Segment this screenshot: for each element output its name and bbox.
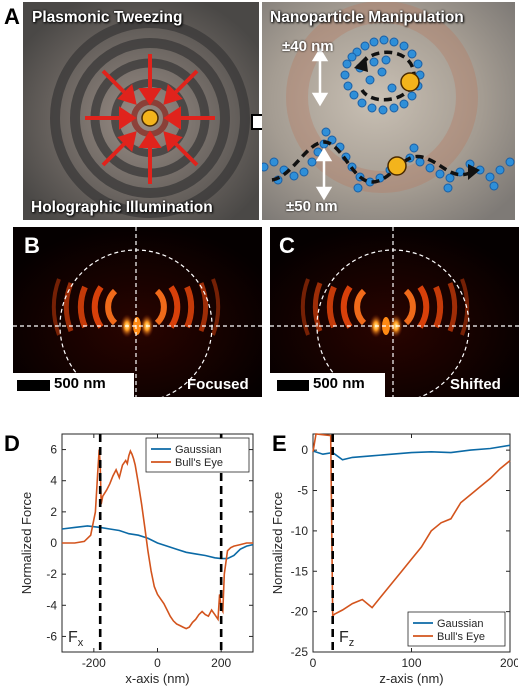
chart-d-force-x: 6 4 2 0 -2 -4 -6 -200 0 200 x-axis (nm) Normalized … bbox=[19, 433, 254, 686]
y-tick-label: -6 bbox=[46, 629, 57, 643]
plasmonic-tweezing-image: Plasmonic Tweezing Holographic Illuminat… bbox=[23, 2, 259, 220]
legend-entry: Gaussian bbox=[175, 444, 221, 456]
shifted-label: Shifted bbox=[450, 376, 501, 393]
bulls-eye-illustration bbox=[23, 2, 259, 220]
legend-entry: Gaussian bbox=[437, 618, 483, 630]
range-top-label: ±40 nm bbox=[282, 38, 334, 55]
series-line-bull-s-eye bbox=[62, 449, 253, 630]
legend-box bbox=[145, 437, 250, 473]
x-tick-label: 200 bbox=[500, 656, 518, 670]
holographic-illumination-caption: Holographic Illumination bbox=[31, 199, 213, 216]
x-tick-label: 0 bbox=[310, 656, 317, 670]
panel-letter-c: C bbox=[279, 233, 295, 258]
y-axis-label: Normalized Force bbox=[19, 492, 34, 595]
panel-a: A bbox=[0, 0, 519, 222]
y-tick-label: 4 bbox=[50, 474, 57, 488]
y-tick-label: -5 bbox=[297, 484, 308, 498]
force-annotation: Fz bbox=[339, 629, 354, 649]
x-tick-label: -200 bbox=[82, 656, 106, 670]
scale-bar bbox=[277, 380, 309, 391]
x-tick-label: 200 bbox=[211, 656, 231, 670]
panel-b-field-map: 500 nm Focused bbox=[13, 227, 262, 397]
polymer-chain-illustration bbox=[262, 2, 515, 220]
panel-c-field-map: 500 nm Shifted bbox=[270, 227, 519, 397]
plasmonic-tweezing-title: Plasmonic Tweezing bbox=[32, 9, 183, 26]
y-tick-label: -2 bbox=[46, 567, 57, 581]
panel-letter-d: D bbox=[4, 431, 20, 456]
x-axis-label: x-axis (nm) bbox=[125, 671, 189, 686]
panel-letter-a: A bbox=[4, 4, 20, 29]
panel-letter-e: E bbox=[272, 431, 287, 456]
y-tick-label: -15 bbox=[291, 564, 309, 578]
focused-field-pattern bbox=[13, 227, 262, 397]
legend-entry: Bull's Eye bbox=[437, 631, 485, 643]
scale-bar-label: 500 nm bbox=[313, 375, 365, 392]
series-line-gaussian bbox=[61, 525, 254, 560]
y-tick-label: -10 bbox=[291, 524, 309, 538]
legend-entry: Bull's Eye bbox=[175, 457, 223, 469]
focused-label: Focused bbox=[187, 376, 249, 393]
y-axis-label: Normalized Force bbox=[270, 492, 285, 595]
force-annotation: Fx bbox=[68, 629, 84, 649]
range-bottom-label: ±50 nm bbox=[286, 198, 338, 215]
panel-letter-b: B bbox=[24, 233, 40, 258]
scale-bar bbox=[17, 380, 50, 391]
y-tick-label: 0 bbox=[50, 536, 57, 550]
shifted-field-pattern bbox=[270, 227, 519, 397]
y-tick-label: -20 bbox=[291, 605, 309, 619]
nanoparticle-manipulation-title: Nanoparticle Manipulation bbox=[270, 9, 464, 26]
y-tick-label: 0 bbox=[301, 443, 308, 457]
series-line-bull-s-eye bbox=[312, 433, 511, 618]
y-tick-label: 6 bbox=[50, 443, 57, 457]
y-tick-label: -25 bbox=[291, 645, 309, 659]
y-tick-label: -4 bbox=[46, 598, 57, 612]
scale-bar-label: 500 nm bbox=[54, 375, 106, 392]
legend-box bbox=[407, 611, 506, 647]
y-tick-label: 2 bbox=[50, 505, 57, 519]
nanoparticle-manipulation-image: Nanoparticle Manipulation ±40 nm ±50 nm bbox=[262, 2, 515, 220]
x-axis-label: z-axis (nm) bbox=[379, 671, 443, 686]
x-tick-label: 100 bbox=[401, 656, 421, 670]
x-tick-label: 0 bbox=[154, 656, 161, 670]
